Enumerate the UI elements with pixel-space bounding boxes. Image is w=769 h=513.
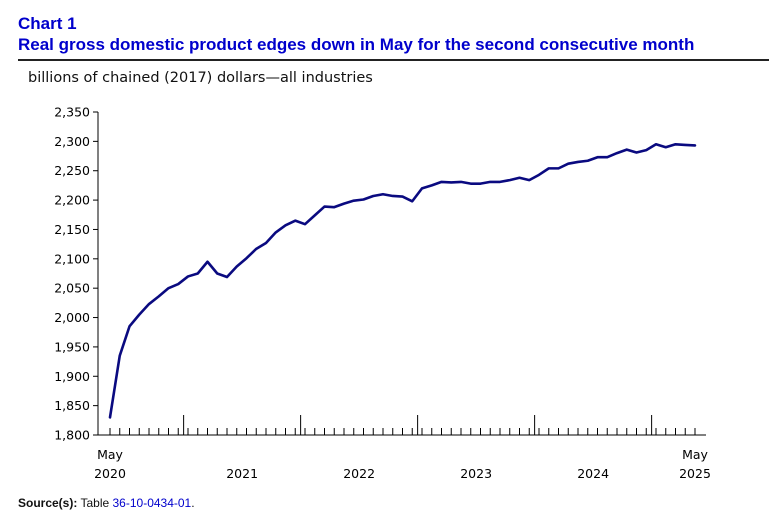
x-tick-label-year: 2023 — [460, 466, 492, 481]
chart-number: Chart 1 — [18, 14, 77, 33]
x-tick-label-year: 2024 — [577, 466, 609, 481]
y-tick-label: 2,150 — [54, 222, 90, 237]
y-tick-label: 1,850 — [54, 398, 90, 413]
series-line — [108, 143, 697, 419]
source-label: Source(s): — [18, 496, 78, 510]
y-tick-label: 2,100 — [54, 251, 90, 266]
source-text: Table — [80, 496, 110, 510]
x-tick-label-year: 2022 — [343, 466, 375, 481]
y-tick-label: 2,050 — [54, 281, 90, 296]
source-suffix: . — [191, 496, 195, 510]
y-tick-label: 2,000 — [54, 310, 90, 325]
x-tick-label-year: 2025 — [679, 466, 711, 481]
y-tick-label: 2,350 — [54, 105, 90, 120]
source-table-link[interactable]: 36-10-0434-01 — [112, 496, 192, 510]
chart-title: Real gross domestic product edges down i… — [18, 35, 695, 54]
y-tick-label: 1,800 — [54, 428, 90, 443]
y-tick-label: 2,250 — [54, 163, 90, 178]
x-tick-label-month: May — [97, 447, 123, 462]
line-chart: 1,800 1,850 1,900 1,950 2,000 2,050 2,100 2,150… — [54, 105, 711, 482]
y-tick-label: 1,900 — [54, 369, 90, 384]
chart-header: Chart 1 Real gross domestic product edge… — [18, 14, 763, 55]
y-axis: 1,800 1,850 1,900 1,950 2,000 2,050 2,100 2,150… — [54, 105, 99, 443]
y-tick-label: 2,300 — [54, 134, 90, 149]
title-rule — [18, 59, 769, 61]
source-note: Source(s): Table 36-10-0434-01. — [18, 496, 195, 510]
x-axis: May 2020 2021 2022 2023 2024 May 2025 — [94, 415, 711, 481]
data-series — [108, 143, 697, 419]
y-tick-label: 1,950 — [54, 339, 90, 354]
x-tick-label-year: 2021 — [226, 466, 258, 481]
y-axis-units-label: billions of chained (2017) dollars—all i… — [28, 70, 373, 86]
y-tick-label: 2,200 — [54, 193, 90, 208]
x-tick-label-year: 2020 — [94, 466, 126, 481]
x-tick-label-month: May — [682, 447, 708, 462]
